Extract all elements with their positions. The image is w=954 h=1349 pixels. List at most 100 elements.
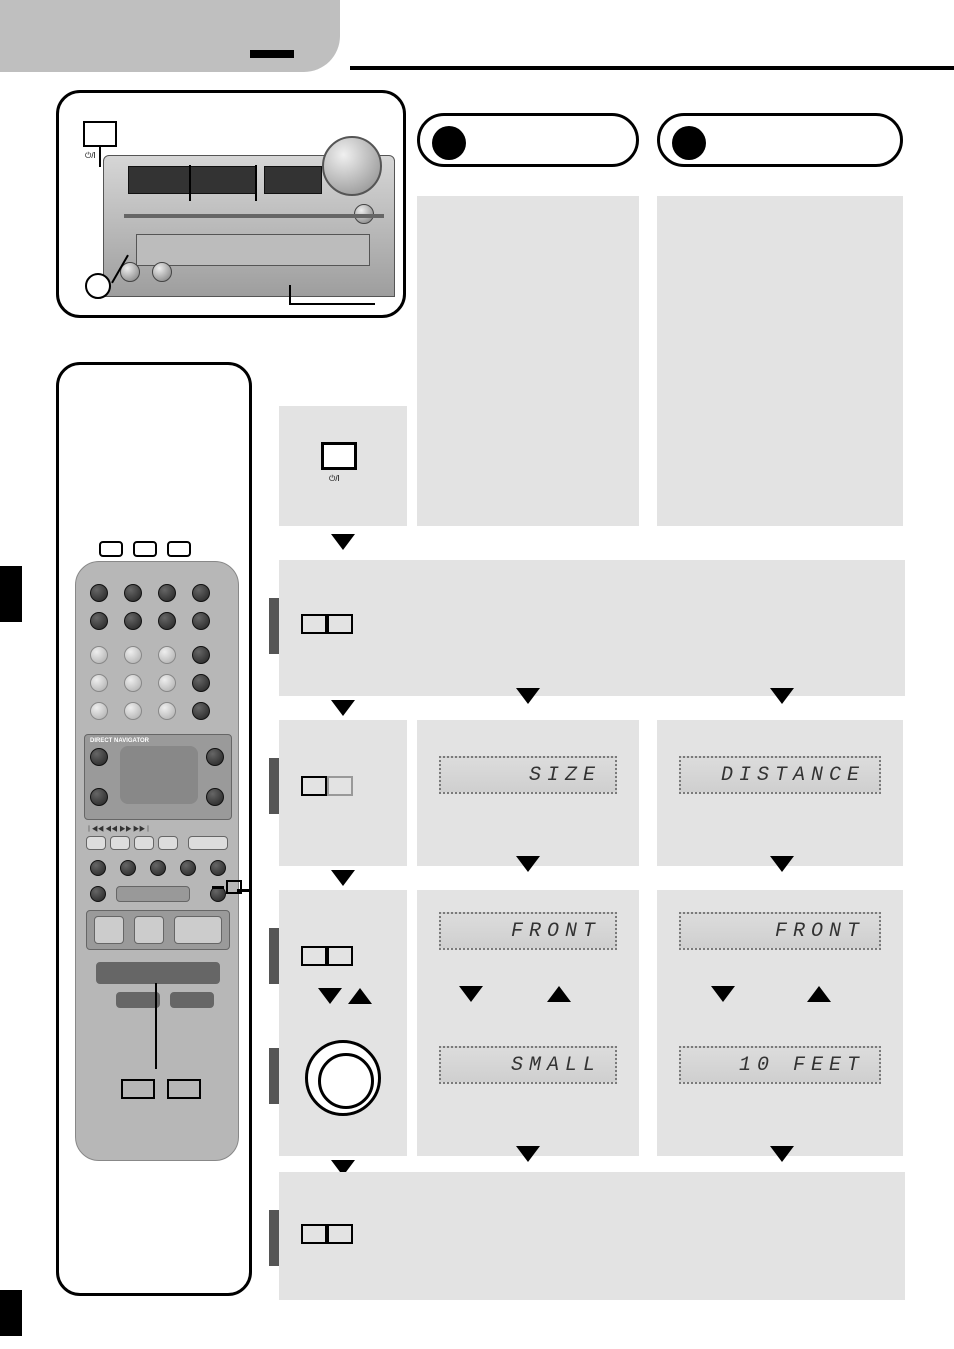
remote-btn xyxy=(210,860,226,876)
bottom-btn xyxy=(116,992,160,1008)
receiver-body xyxy=(103,155,395,297)
remote-btn xyxy=(192,702,210,720)
step-tab xyxy=(269,598,279,654)
step-b-header xyxy=(657,113,903,167)
arrow-down-icon xyxy=(516,1146,540,1162)
panel-a-intro xyxy=(417,196,639,526)
lcd-front-a: FRONT xyxy=(439,912,617,950)
receiver-row xyxy=(124,214,384,218)
pointer-box xyxy=(121,1079,155,1099)
num-btn xyxy=(158,674,176,692)
arrow-up-icon xyxy=(807,986,831,1002)
num-btn xyxy=(124,702,142,720)
step-3-panel-b: DISTANCE xyxy=(657,720,903,866)
receiver-display xyxy=(128,166,256,194)
num-btn xyxy=(124,674,142,692)
remote-btn xyxy=(180,860,196,876)
arrow-up-icon xyxy=(348,988,372,1004)
num-btn xyxy=(90,702,108,720)
box xyxy=(327,614,353,634)
box xyxy=(327,1224,353,1244)
arrow-down-icon xyxy=(516,688,540,704)
panel-b-intro xyxy=(657,196,903,526)
remote-btn xyxy=(192,674,210,692)
box xyxy=(301,614,327,634)
num-btn xyxy=(158,702,176,720)
box xyxy=(301,946,327,966)
header-rule xyxy=(350,66,954,70)
page-side-tab xyxy=(0,566,22,622)
step-2-row xyxy=(279,560,905,696)
num-btn xyxy=(90,646,108,664)
transport-btn xyxy=(86,836,106,850)
arrow-down-icon xyxy=(331,870,355,886)
step-5-left xyxy=(279,1010,407,1156)
receiver-power-label: ⏻/I xyxy=(85,151,96,161)
nav-btn xyxy=(206,748,224,766)
step-tab xyxy=(269,758,279,814)
volume-knob xyxy=(322,136,382,196)
receiver-display-2 xyxy=(264,166,322,194)
direct-navigator-label: DIRECT NAVIGATOR xyxy=(90,738,149,744)
arrow-down-icon xyxy=(318,988,342,1004)
step-6-row xyxy=(279,1172,905,1300)
remote-power-btn xyxy=(90,584,108,602)
pointer-line xyxy=(289,303,375,305)
pointer-line xyxy=(99,147,101,167)
remote-btn xyxy=(158,584,176,602)
play-btn xyxy=(188,836,228,850)
pointer-line xyxy=(255,165,257,201)
rocker xyxy=(134,916,164,944)
arrow-pad xyxy=(120,746,198,804)
bottom-btn xyxy=(170,992,214,1008)
lcd-front-b: FRONT xyxy=(679,912,881,950)
step-3-panel-a: SIZE xyxy=(417,720,639,866)
box xyxy=(301,1224,327,1244)
arrow-down-icon xyxy=(331,534,355,550)
box xyxy=(301,776,327,796)
transport-btn xyxy=(134,836,154,850)
num-btn xyxy=(158,646,176,664)
arrow-down-icon xyxy=(331,700,355,716)
box-light xyxy=(327,776,353,796)
step-power-label: ⏻/I xyxy=(329,474,340,484)
step-a-header xyxy=(417,113,639,167)
transport-btn xyxy=(158,836,178,850)
step-1-panel: ⏻/I xyxy=(279,406,407,526)
arrow-up-icon xyxy=(547,986,571,1002)
remote-pointer-trio xyxy=(99,541,209,561)
step-a-dot xyxy=(432,126,466,160)
remote-btn xyxy=(124,584,142,602)
pointer-line xyxy=(289,285,291,305)
rocker xyxy=(174,916,222,944)
arrow-down-icon xyxy=(770,856,794,872)
rocker xyxy=(94,916,124,944)
remote-btn xyxy=(150,860,166,876)
header-bar xyxy=(0,0,340,72)
step-dbl-box xyxy=(301,1224,353,1244)
page-bottom-tab xyxy=(0,1290,22,1336)
remote-side-callout-box xyxy=(226,880,242,894)
pointer-box xyxy=(167,541,191,557)
transport-icons: ｜◀◀ ◀◀ ▶▶ ▶▶｜ xyxy=(86,824,151,833)
remote-btn xyxy=(192,646,210,664)
step-small-box xyxy=(301,776,353,796)
step-dbl-box xyxy=(301,614,353,634)
receiver-slots xyxy=(136,234,370,266)
lcd-size: SIZE xyxy=(439,756,617,794)
remote-btn xyxy=(192,612,210,630)
remote-btn xyxy=(192,584,210,602)
remote-bottom-boxes xyxy=(121,1079,201,1099)
box xyxy=(327,946,353,966)
pointer-box xyxy=(133,541,157,557)
receiver-illustration-panel: ⏻/I xyxy=(56,90,406,318)
ring-knob-icon xyxy=(305,1040,381,1116)
step-tab xyxy=(269,1048,279,1104)
nav-btn xyxy=(206,788,224,806)
remote-bar-btn xyxy=(116,886,190,902)
step-b-dot xyxy=(672,126,706,160)
pointer-box xyxy=(167,1079,201,1099)
receiver-circle-callout xyxy=(85,273,111,299)
lcd-feet: 10 FEET xyxy=(679,1046,881,1084)
arrow-down-icon xyxy=(770,688,794,704)
